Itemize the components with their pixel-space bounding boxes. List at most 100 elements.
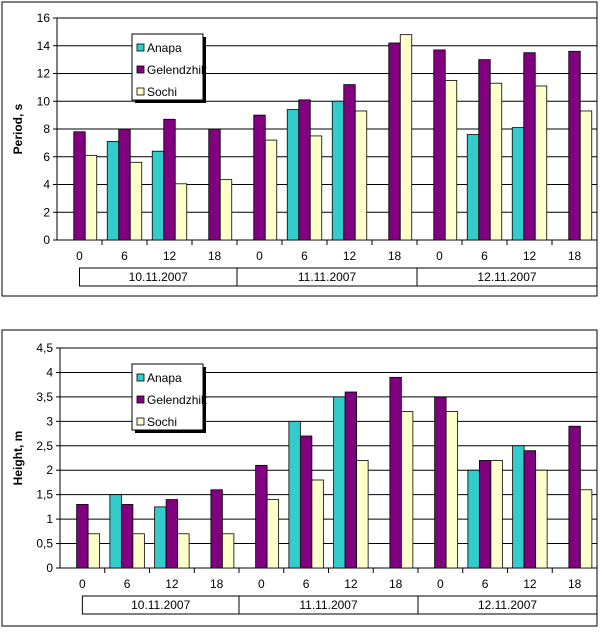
x-tick-label: 12 — [344, 577, 358, 591]
bar-sochi — [354, 110, 368, 241]
bar-sochi — [535, 469, 548, 569]
x-tick-label: 0 — [258, 577, 265, 591]
date-group-label: 11.11.2007 — [298, 270, 357, 284]
x-tick-label: 12 — [523, 577, 537, 591]
bar-gelendzhik — [118, 128, 131, 241]
x-tick-label: 12 — [343, 249, 357, 263]
bar-sochi — [221, 533, 235, 569]
y-tick-label: 1 — [46, 512, 53, 526]
date-group-label: 10.11.2007 — [131, 598, 190, 612]
bar-sochi — [84, 154, 98, 241]
bar-sochi — [311, 479, 324, 569]
x-tick-label: 12 — [165, 577, 179, 591]
bar-sochi — [400, 411, 414, 569]
date-group-label: 12.11.2007 — [478, 598, 537, 612]
bar-anapa — [467, 469, 480, 569]
legend-swatch-sochi — [136, 417, 145, 426]
x-tick-label: 6 — [481, 249, 488, 263]
bar-sochi — [579, 489, 593, 569]
date-group-label: 12.11.2007 — [477, 270, 536, 284]
y-tick-label: 14 — [37, 39, 51, 53]
bar-sochi — [489, 82, 503, 241]
bar-gelendzhik — [478, 59, 491, 241]
x-tick-label: 6 — [124, 577, 131, 591]
bar-anapa — [109, 494, 122, 569]
bar-gelendzhik — [120, 504, 134, 569]
period-chart: 0 2 4 6 8 10 12 14 16 Period, s 0 6 12 18 0 6 12 18 0 6 12 18… — [0, 0, 602, 300]
bar-anapa — [286, 109, 300, 241]
bar-gelendzhik — [568, 425, 581, 569]
y-tick-label: 4 — [46, 365, 53, 379]
y-tick-label: 6 — [43, 150, 50, 164]
bar-sochi — [87, 533, 101, 569]
bar-gelendzhik — [76, 504, 89, 569]
legend-swatch-sochi — [136, 87, 145, 96]
date-group-label: 10.11.2007 — [129, 270, 188, 284]
bar-gelendzhik — [73, 131, 86, 241]
bar-gelendzhik — [388, 42, 401, 241]
legend-label: Gelendzhik — [147, 393, 208, 407]
bar-anapa — [106, 141, 120, 241]
bar-gelendzhik — [163, 118, 176, 241]
height-chart: 0 0,5 1 1,5 2 2,5 3 3,5 4 4,5 Height, m 0 6 12 18 0 6 12 1… — [0, 326, 602, 634]
x-tick-label: 0 — [76, 249, 83, 263]
legend-label: Sochi — [147, 85, 177, 99]
legend-swatch-gelendzhik — [136, 65, 145, 74]
x-tick-label: 0 — [436, 249, 443, 263]
bar-sochi — [132, 533, 145, 569]
x-tick-label: 6 — [121, 249, 128, 263]
y-tick-label: 16 — [37, 11, 51, 25]
x-tick-label: 12 — [523, 249, 537, 263]
y-tick-label: 0 — [43, 233, 50, 247]
x-tick-label: 18 — [208, 249, 222, 263]
bar-sochi — [445, 411, 459, 569]
y-tick-label: 8 — [43, 122, 50, 136]
x-tick-label: 6 — [303, 577, 310, 591]
bar-anapa — [154, 506, 167, 569]
y-tick-label: 0 — [46, 561, 53, 575]
legend-label: Anapa — [147, 371, 182, 385]
y-tick-label: 3 — [46, 414, 53, 428]
x-tick-label: 18 — [389, 577, 403, 591]
bar-sochi — [399, 34, 413, 241]
y-tick-label: 0,5 — [36, 537, 53, 551]
legend-label: Gelendzhik — [147, 63, 208, 77]
bar-anapa — [333, 396, 346, 569]
bar-sochi — [579, 110, 593, 241]
bar-sochi — [219, 179, 233, 241]
legend-swatch-anapa — [136, 43, 145, 52]
bar-gelendzhik — [343, 84, 356, 241]
bar-sochi — [264, 139, 278, 241]
y-tick-label: 2 — [46, 463, 53, 477]
bar-gelendzhik — [208, 128, 221, 241]
y-axis-label: Period, s — [11, 103, 25, 154]
bar-anapa — [331, 100, 345, 241]
x-tick-label: 0 — [79, 577, 86, 591]
bar-sochi — [356, 460, 369, 569]
bar-sochi — [444, 80, 458, 241]
x-tick-label: 18 — [568, 249, 582, 263]
y-tick-label: 10 — [37, 94, 51, 108]
legend-label: Sochi — [147, 415, 177, 429]
bar-sochi — [309, 135, 323, 241]
x-tick-label: 0 — [256, 249, 263, 263]
x-tick-label: 18 — [388, 249, 402, 263]
bar-gelendzhik — [165, 499, 179, 569]
bar-gelendzhik — [478, 460, 492, 569]
height-chart-svg: 0 0,5 1 1,5 2 2,5 3 3,5 4 4,5 Height, m 0 6 12 18 0 6 12 1… — [1, 329, 598, 627]
y-tick-label: 3,5 — [36, 390, 53, 404]
bar-gelendzhik — [523, 450, 537, 569]
date-group-label: 11.11.2007 — [299, 598, 358, 612]
bar-gelendzhik — [433, 49, 446, 241]
x-tick-label: 6 — [482, 577, 489, 591]
y-tick-label: 4 — [43, 178, 50, 192]
period-chart-svg: 0 2 4 6 8 10 12 14 16 Period, s 0 6 12 18 0 6 12 18 0 6 12 18… — [1, 1, 598, 297]
legend-swatch-anapa — [136, 373, 145, 382]
x-tick-label: 6 — [301, 249, 308, 263]
bar-sochi — [266, 499, 280, 569]
bar-gelendzhik — [434, 396, 447, 569]
bar-gelendzhik — [210, 489, 223, 569]
legend-label: Anapa — [147, 41, 182, 55]
bar-anapa — [512, 445, 525, 569]
bar-gelendzhik — [389, 376, 402, 569]
